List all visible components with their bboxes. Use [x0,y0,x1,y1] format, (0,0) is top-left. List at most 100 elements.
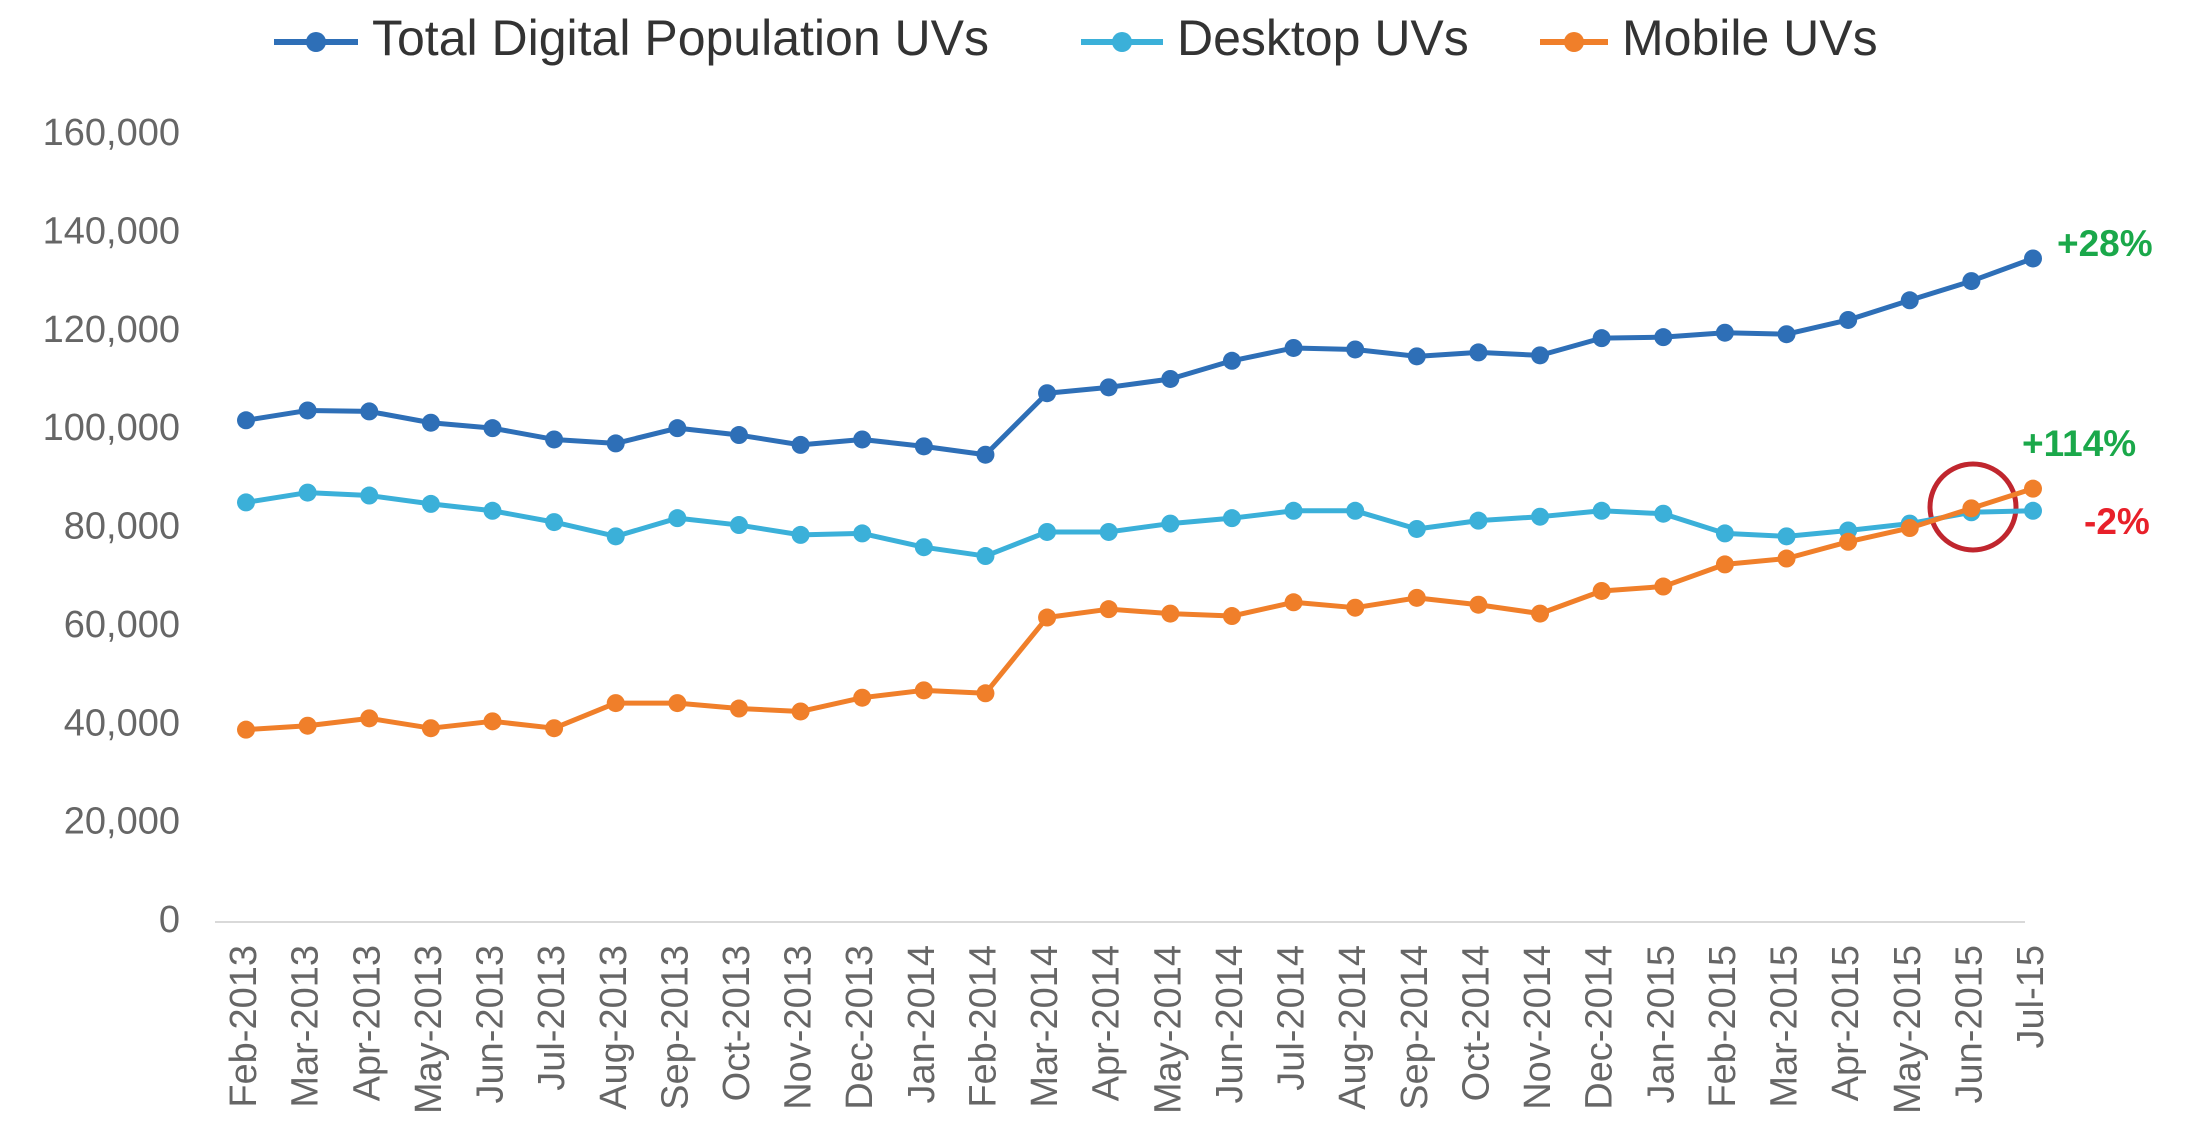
data-point [1346,501,1365,520]
data-point [1346,340,1365,359]
x-tick-label: Jul-2014 [1271,945,1313,1091]
data-point [1531,346,1550,365]
legend-marker [306,32,326,52]
x-tick-label: Feb-2013 [223,945,265,1108]
data-point [1469,595,1488,614]
data-point [1777,549,1796,568]
data-point [1099,600,1118,619]
x-tick-label: Jul-15 [2010,945,2052,1049]
data-point [545,719,564,738]
data-point [1839,310,1858,329]
x-tick-label: Aug-2013 [593,945,635,1110]
x-tick-label: May-2015 [1887,945,1929,1114]
data-point [606,434,625,453]
data-point [1038,522,1057,541]
data-point [1531,604,1550,623]
x-tick-label: Aug-2014 [1332,945,1374,1110]
data-point [421,413,440,432]
data-point [1284,501,1303,520]
data-point [1469,343,1488,362]
x-tick-label: Mar-2014 [1024,945,1066,1108]
data-point [1777,325,1796,344]
data-point [853,524,872,543]
data-point [1900,519,1919,538]
data-point [976,684,995,703]
series-line [245,256,2034,458]
data-point [545,430,564,449]
x-tick-label: Jun-2013 [470,945,512,1103]
data-point [914,437,933,456]
data-point [1531,507,1550,526]
x-tick-label: Apr-2015 [1825,945,1867,1101]
x-tick-label: Jan-2014 [901,945,943,1103]
data-point [1099,378,1118,397]
data-point [1715,524,1734,543]
data-point [1222,509,1241,528]
data-point [853,430,872,449]
data-point [729,426,748,445]
x-tick-label: Oct-2013 [716,945,758,1101]
x-tick-label: Jun-2015 [1948,945,1990,1103]
data-point [1038,384,1057,403]
data-point [1777,527,1796,546]
x-tick-label: Feb-2014 [962,945,1004,1108]
x-tick-label: Sep-2014 [1394,945,1436,1110]
data-point [1469,511,1488,530]
x-tick-label: Dec-2014 [1579,945,1621,1110]
y-tick-label: 40,000 [64,702,180,744]
data-point [668,419,687,438]
y-tick-label: 20,000 [64,801,180,843]
data-point [791,702,810,721]
data-point [483,501,502,520]
y-tick-label: 80,000 [64,506,180,548]
data-point [360,486,379,505]
y-tick-label: 60,000 [64,604,180,646]
data-point [976,547,995,566]
data-point [1284,338,1303,357]
data-point [1407,519,1426,538]
data-point [1161,604,1180,623]
x-tick-label: Nov-2013 [778,945,820,1110]
x-tick-label: Mar-2015 [1764,945,1806,1108]
annotation: +28% [2057,223,2153,264]
data-point [1592,581,1611,600]
data-point [729,516,748,535]
data-point [1038,608,1057,627]
data-point [1962,499,1981,518]
x-tick-label: Feb-2015 [1702,945,1744,1108]
data-point [1346,598,1365,617]
annotation: +114% [2022,423,2136,464]
data-point [1161,369,1180,388]
data-point [1654,504,1673,523]
y-tick-label: 160,000 [43,112,180,154]
data-point [1715,555,1734,574]
x-tick-label: Jan-2015 [1640,945,1682,1103]
data-point [2024,501,2042,520]
data-point [668,509,687,528]
x-tick-label: Jun-2014 [1209,945,1251,1103]
x-tick-label: Apr-2014 [1086,945,1128,1101]
data-point [1407,347,1426,366]
data-point [1715,323,1734,342]
data-point [1592,329,1611,348]
legend-label: Total Digital Population UVs [372,10,989,66]
data-point [853,688,872,707]
data-point [668,694,687,713]
data-point [1099,522,1118,541]
data-point [976,445,995,464]
legend-label: Desktop UVs [1177,10,1469,66]
data-point [1654,577,1673,596]
data-point [237,493,255,512]
data-point [237,720,255,739]
data-point [606,527,625,546]
data-point [1222,351,1241,370]
x-tick-label: May-2013 [408,945,450,1114]
x-tick-label: Sep-2013 [654,945,696,1110]
data-point [237,411,255,430]
data-point [483,712,502,731]
x-tick-label: Oct-2014 [1455,945,1497,1101]
data-point [360,709,379,728]
data-point [1900,291,1919,310]
data-point [1222,607,1241,626]
